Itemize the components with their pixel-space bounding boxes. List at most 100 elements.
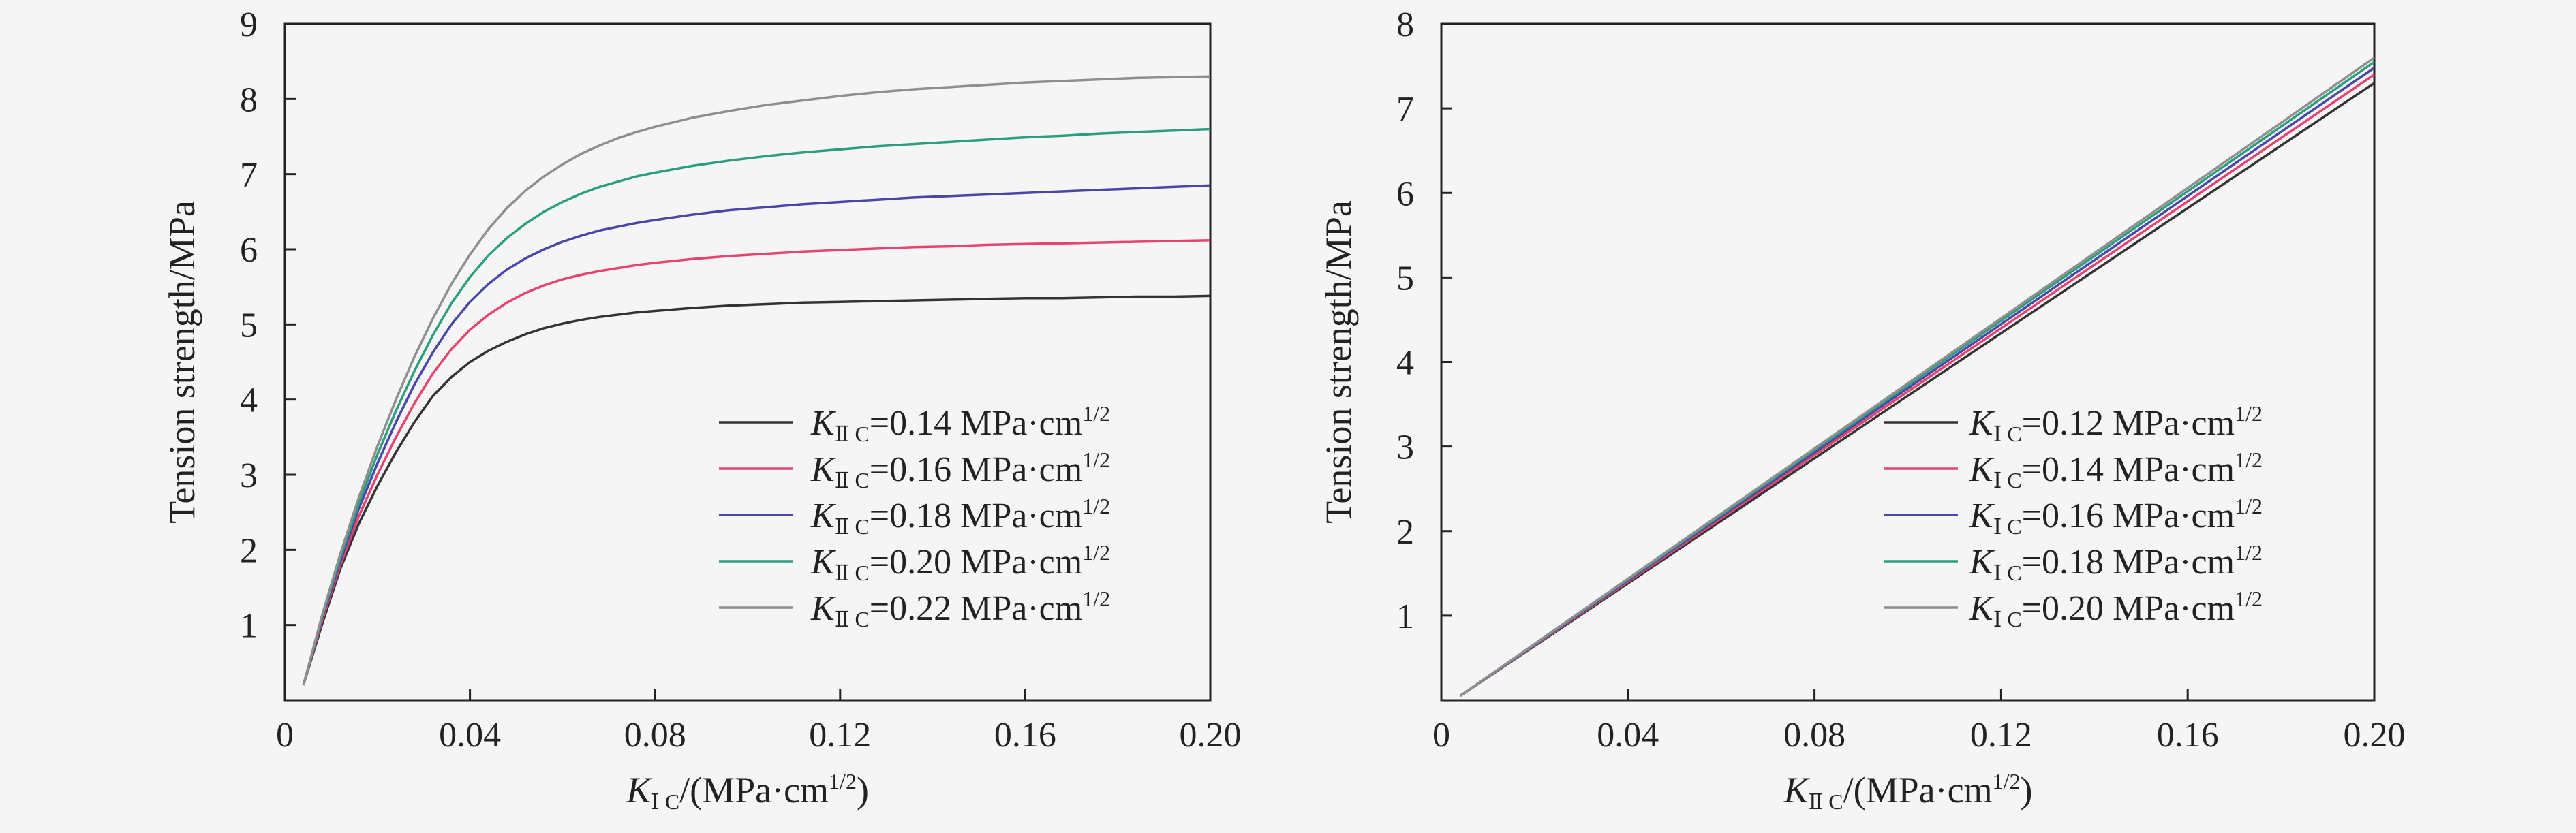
legend-value: =0.14 MPa·cm (2022, 450, 2235, 489)
legend-label-4: KⅡ C=0.20 MPa·cm1/2 (810, 540, 1110, 585)
x-tick-label: 0.20 (1180, 716, 1242, 755)
x-axis-title-symbol: K (1783, 770, 1811, 811)
legend-superscript: 1/2 (1082, 540, 1110, 565)
y-axis-title: Tension strength/MPa (162, 200, 202, 524)
series-line-2 (302, 239, 1211, 686)
x-tick-label: 0.16 (994, 716, 1056, 755)
legend-superscript: 1/2 (2235, 494, 2263, 518)
legend: KⅠ C=0.12 MPa·cm1/2KⅠ C=0.14 MPa·cm1/2KⅠ… (1884, 401, 2263, 631)
x-tick-label: 0.08 (624, 716, 686, 755)
y-tick-label: 1 (1396, 597, 1414, 636)
y-axis-title: Tension strength/MPa (1318, 200, 1359, 524)
x-axis-title-close: ) (2020, 770, 2032, 811)
series-line-5 (302, 75, 1211, 686)
legend-subscript: Ⅱ C (835, 468, 870, 492)
legend-superscript: 1/2 (2235, 540, 2263, 565)
x-tick-label: 0.12 (809, 716, 871, 755)
legend-symbol: K (1969, 450, 1995, 489)
legend-value: =0.12 MPa·cm (2022, 404, 2235, 443)
legend-subscript: Ⅱ C (835, 422, 870, 446)
legend-value: =0.20 MPa·cm (870, 543, 1082, 582)
legend-symbol: K (1969, 543, 1995, 582)
legend-label-2: KⅠ C=0.14 MPa·cm1/2 (1969, 447, 2263, 492)
legend-subscript: Ⅰ C (1993, 607, 2022, 631)
legend-subscript: Ⅱ C (835, 607, 870, 631)
legend-symbol: K (810, 589, 836, 628)
legend-subscript: Ⅰ C (1993, 514, 2022, 539)
legend-subscript: Ⅰ C (1993, 468, 2022, 492)
legend-label-3: KⅠ C=0.16 MPa·cm1/2 (1969, 494, 2263, 539)
y-tick-label: 2 (1396, 513, 1414, 552)
left-chart: 0 0.04 0.08 0.12 0.16 0.20 1 2 3 4 5 6 7 8 9 Tension st… (162, 5, 1242, 814)
plot-area-frame (283, 22, 1212, 702)
x-tick-label: 0.16 (2157, 716, 2219, 755)
y-tick-label: 4 (240, 381, 258, 420)
x-axis-title-subscript: Ⅰ C (651, 789, 679, 814)
legend-superscript: 1/2 (2235, 447, 2263, 472)
y-tick-label: 3 (1396, 428, 1414, 467)
x-tick-label: 0 (276, 716, 294, 755)
legend-label-3: KⅡ C=0.18 MPa·cm1/2 (810, 494, 1110, 539)
x-tick-label: 0.04 (439, 716, 501, 755)
x-axis-title-symbol: K (626, 770, 653, 811)
y-tick-label: 2 (240, 531, 258, 570)
legend-symbol: K (810, 450, 836, 489)
legend-subscript: Ⅱ C (835, 561, 870, 585)
right-chart: 0 0.04 0.08 0.12 0.16 0.20 1 2 3 4 5 6 7 8 Tension str… (1318, 5, 2406, 814)
x-tick-label: 0.08 (1783, 716, 1845, 755)
legend-label-2: KⅡ C=0.16 MPa·cm1/2 (810, 447, 1110, 492)
legend-superscript: 1/2 (1082, 401, 1110, 426)
y-tick-label: 1 (240, 607, 258, 646)
legend-symbol: K (1969, 404, 1995, 443)
legend-value: =0.16 MPa·cm (870, 450, 1082, 489)
legend-symbol: K (810, 543, 836, 582)
x-axis-title-close: ) (857, 770, 869, 811)
legend-value: =0.16 MPa·cm (2022, 497, 2235, 535)
y-tick-label: 8 (1396, 5, 1414, 44)
x-axis-title: KⅠ C/(MPa·cm1/2) (626, 769, 869, 814)
legend-symbol: K (810, 404, 836, 443)
x-tick-label: 0.12 (1970, 716, 2032, 755)
legend-symbol: K (1969, 497, 1995, 535)
y-tick-label: 7 (240, 156, 258, 195)
x-axis-title-unit: /(MPa·cm (679, 770, 829, 811)
legend-subscript: Ⅱ C (835, 514, 870, 539)
x-tick-label: 0 (1432, 716, 1450, 755)
legend-label-5: KⅡ C=0.22 MPa·cm1/2 (810, 586, 1110, 631)
x-axis-title-superscript: 1/2 (829, 769, 857, 793)
legend-label-5: KⅠ C=0.20 MPa·cm1/2 (1969, 586, 2263, 631)
series-line-1 (302, 294, 1211, 686)
legend-subscript: Ⅰ C (1993, 561, 2022, 585)
x-axis-title-superscript: 1/2 (1993, 769, 2021, 793)
legend-subscript: Ⅰ C (1993, 422, 2022, 446)
x-axis-title-unit: /(MPa·cm (1843, 770, 1993, 811)
legend-superscript: 1/2 (2235, 401, 2263, 426)
series-line-4 (302, 127, 1211, 686)
y-tick-label: 6 (1396, 174, 1414, 213)
y-tick-label: 5 (1396, 259, 1414, 298)
legend-superscript: 1/2 (1082, 586, 1110, 611)
legend-label-1: KⅡ C=0.14 MPa·cm1/2 (810, 401, 1110, 446)
legend-symbol: K (810, 497, 836, 535)
x-tick-label: 0.20 (2344, 716, 2406, 755)
series-line-3 (302, 184, 1211, 686)
legend-symbol: K (1969, 589, 1995, 628)
legend-superscript: 1/2 (1082, 494, 1110, 518)
legend-label-4: KⅠ C=0.18 MPa·cm1/2 (1969, 540, 2263, 585)
legend-value: =0.22 MPa·cm (870, 589, 1082, 628)
legend-value: =0.18 MPa·cm (870, 497, 1082, 535)
legend-value: =0.20 MPa·cm (2022, 589, 2235, 628)
legend-superscript: 1/2 (2235, 586, 2263, 611)
y-tick-label: 4 (1396, 344, 1414, 383)
y-tick-label: 8 (240, 80, 258, 119)
x-axis-title: KⅡ C/(MPa·cm1/2) (1783, 769, 2033, 814)
y-tick-label: 5 (240, 306, 258, 345)
legend-value: =0.14 MPa·cm (870, 404, 1082, 443)
legend-value: =0.18 MPa·cm (2022, 543, 2235, 582)
legend-label-1: KⅠ C=0.12 MPa·cm1/2 (1969, 401, 2263, 446)
y-tick-label: 9 (240, 5, 258, 44)
y-tick-label: 7 (1396, 90, 1414, 129)
x-axis-title-subscript: Ⅱ C (1809, 789, 1843, 814)
